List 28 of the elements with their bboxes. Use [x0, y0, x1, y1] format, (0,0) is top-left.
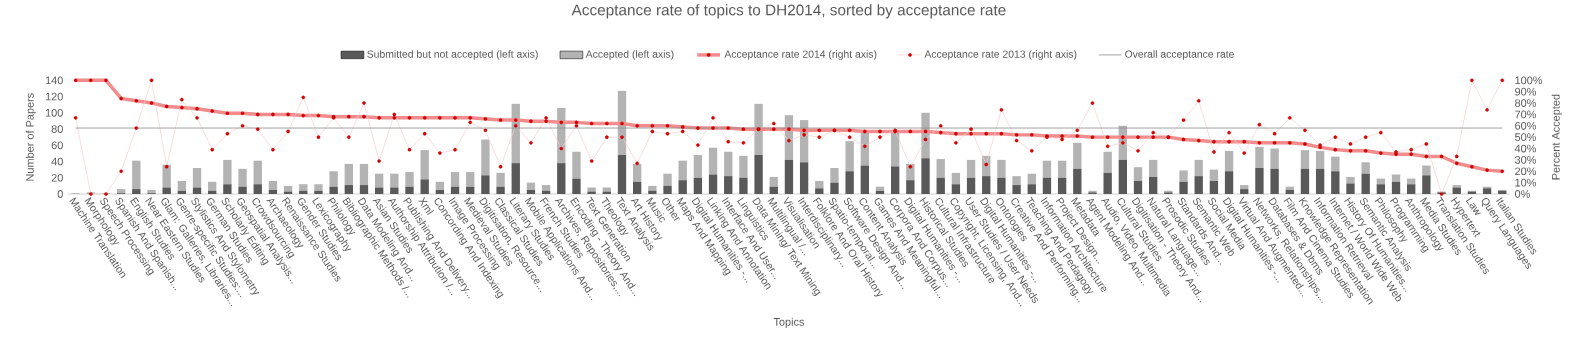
y-tick-label: 40 [51, 157, 63, 166]
legend-label: Acceptance rate 2013 (right axis) [924, 50, 1077, 60]
y2-tick-label: 20% [1515, 167, 1537, 176]
y-axis-title: Number of Papers [25, 93, 36, 181]
chart-title: Acceptance rate of topics to DH2014, sorted by acceptance rate [571, 4, 1006, 19]
x-axis-title: Topics [773, 317, 805, 328]
y2-axis-title: Percent Accepted [1551, 94, 1562, 180]
y2-tick-label: 30% [1514, 156, 1537, 164]
y-tick-label: 80 [51, 125, 63, 133]
y2-tick-label: 10% [1515, 178, 1537, 187]
legend-label: Accepted (left axis) [585, 50, 674, 60]
y2-tick-label: 70% [1515, 110, 1537, 119]
y-tick-label: 0 [57, 190, 63, 198]
y-tick-label: 60 [51, 141, 63, 150]
y-tick-label: 140 [45, 76, 63, 85]
y2-tick-label: 90% [1515, 87, 1537, 96]
y2-tick-label: 0% [1514, 190, 1530, 198]
y-tick-label: 20 [51, 173, 63, 182]
y2-tick-label: 60% [1515, 121, 1537, 130]
legend-label: Overall acceptance rate [1125, 50, 1234, 60]
y-tick-label: 120 [45, 92, 63, 101]
y2-tick-label: 50% [1515, 133, 1537, 142]
y2-tick-label: 80% [1515, 99, 1537, 107]
legend-label: Submitted but not accepted (left axis) [367, 50, 538, 60]
y2-tick-label: 100% [1515, 76, 1543, 85]
y-tick-label: 100 [45, 108, 63, 117]
legend-label: Acceptance rate 2014 (right axis) [724, 50, 877, 60]
y2-tick-label: 40% [1514, 144, 1537, 153]
